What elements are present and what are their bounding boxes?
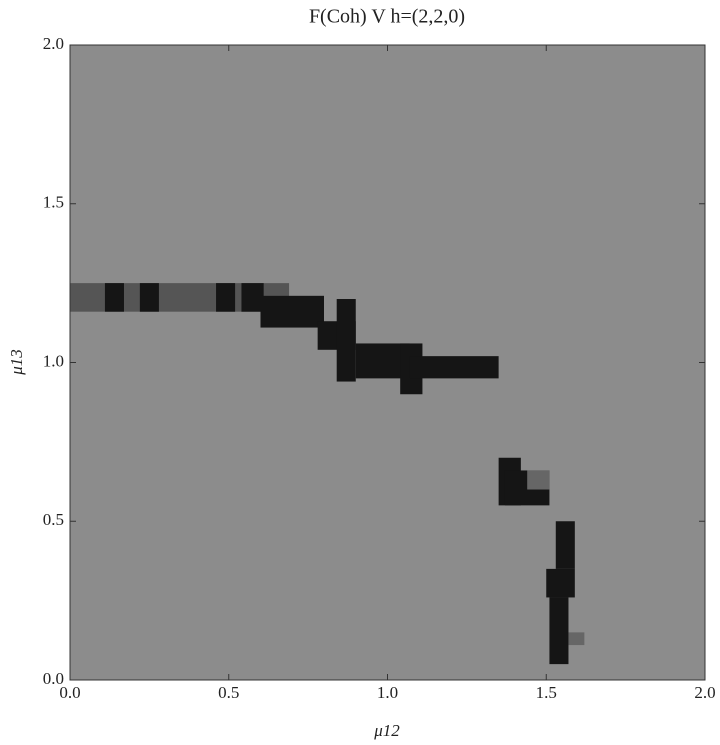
region-block (336, 299, 356, 382)
y-axis-label: μ13 (7, 349, 26, 376)
region-block (546, 568, 575, 598)
x-tick-label: 0.0 (59, 683, 80, 702)
x-axis-label: μ12 (373, 721, 400, 740)
region-block (549, 597, 569, 665)
chart-title: F(Coh) V h=(2,2,0) (309, 6, 465, 28)
y-tick-label: 1.0 (43, 351, 64, 370)
region-block (409, 356, 499, 379)
region-block (555, 521, 575, 569)
region-block (241, 283, 264, 312)
y-tick-label: 2.0 (43, 34, 64, 53)
x-tick-label: 1.0 (377, 683, 398, 702)
y-tick-label: 1.5 (43, 193, 64, 212)
x-tick-label: 0.5 (218, 683, 239, 702)
x-tick-label: 2.0 (694, 683, 715, 702)
y-tick-label: 0.0 (43, 669, 64, 688)
x-tick-label: 1.5 (536, 683, 557, 702)
region-block (104, 283, 124, 312)
region-block (216, 283, 236, 312)
region-block (527, 470, 550, 490)
region-block (139, 283, 159, 312)
y-tick-label: 0.5 (43, 510, 64, 529)
region-block (260, 295, 324, 328)
region-block (568, 632, 585, 646)
